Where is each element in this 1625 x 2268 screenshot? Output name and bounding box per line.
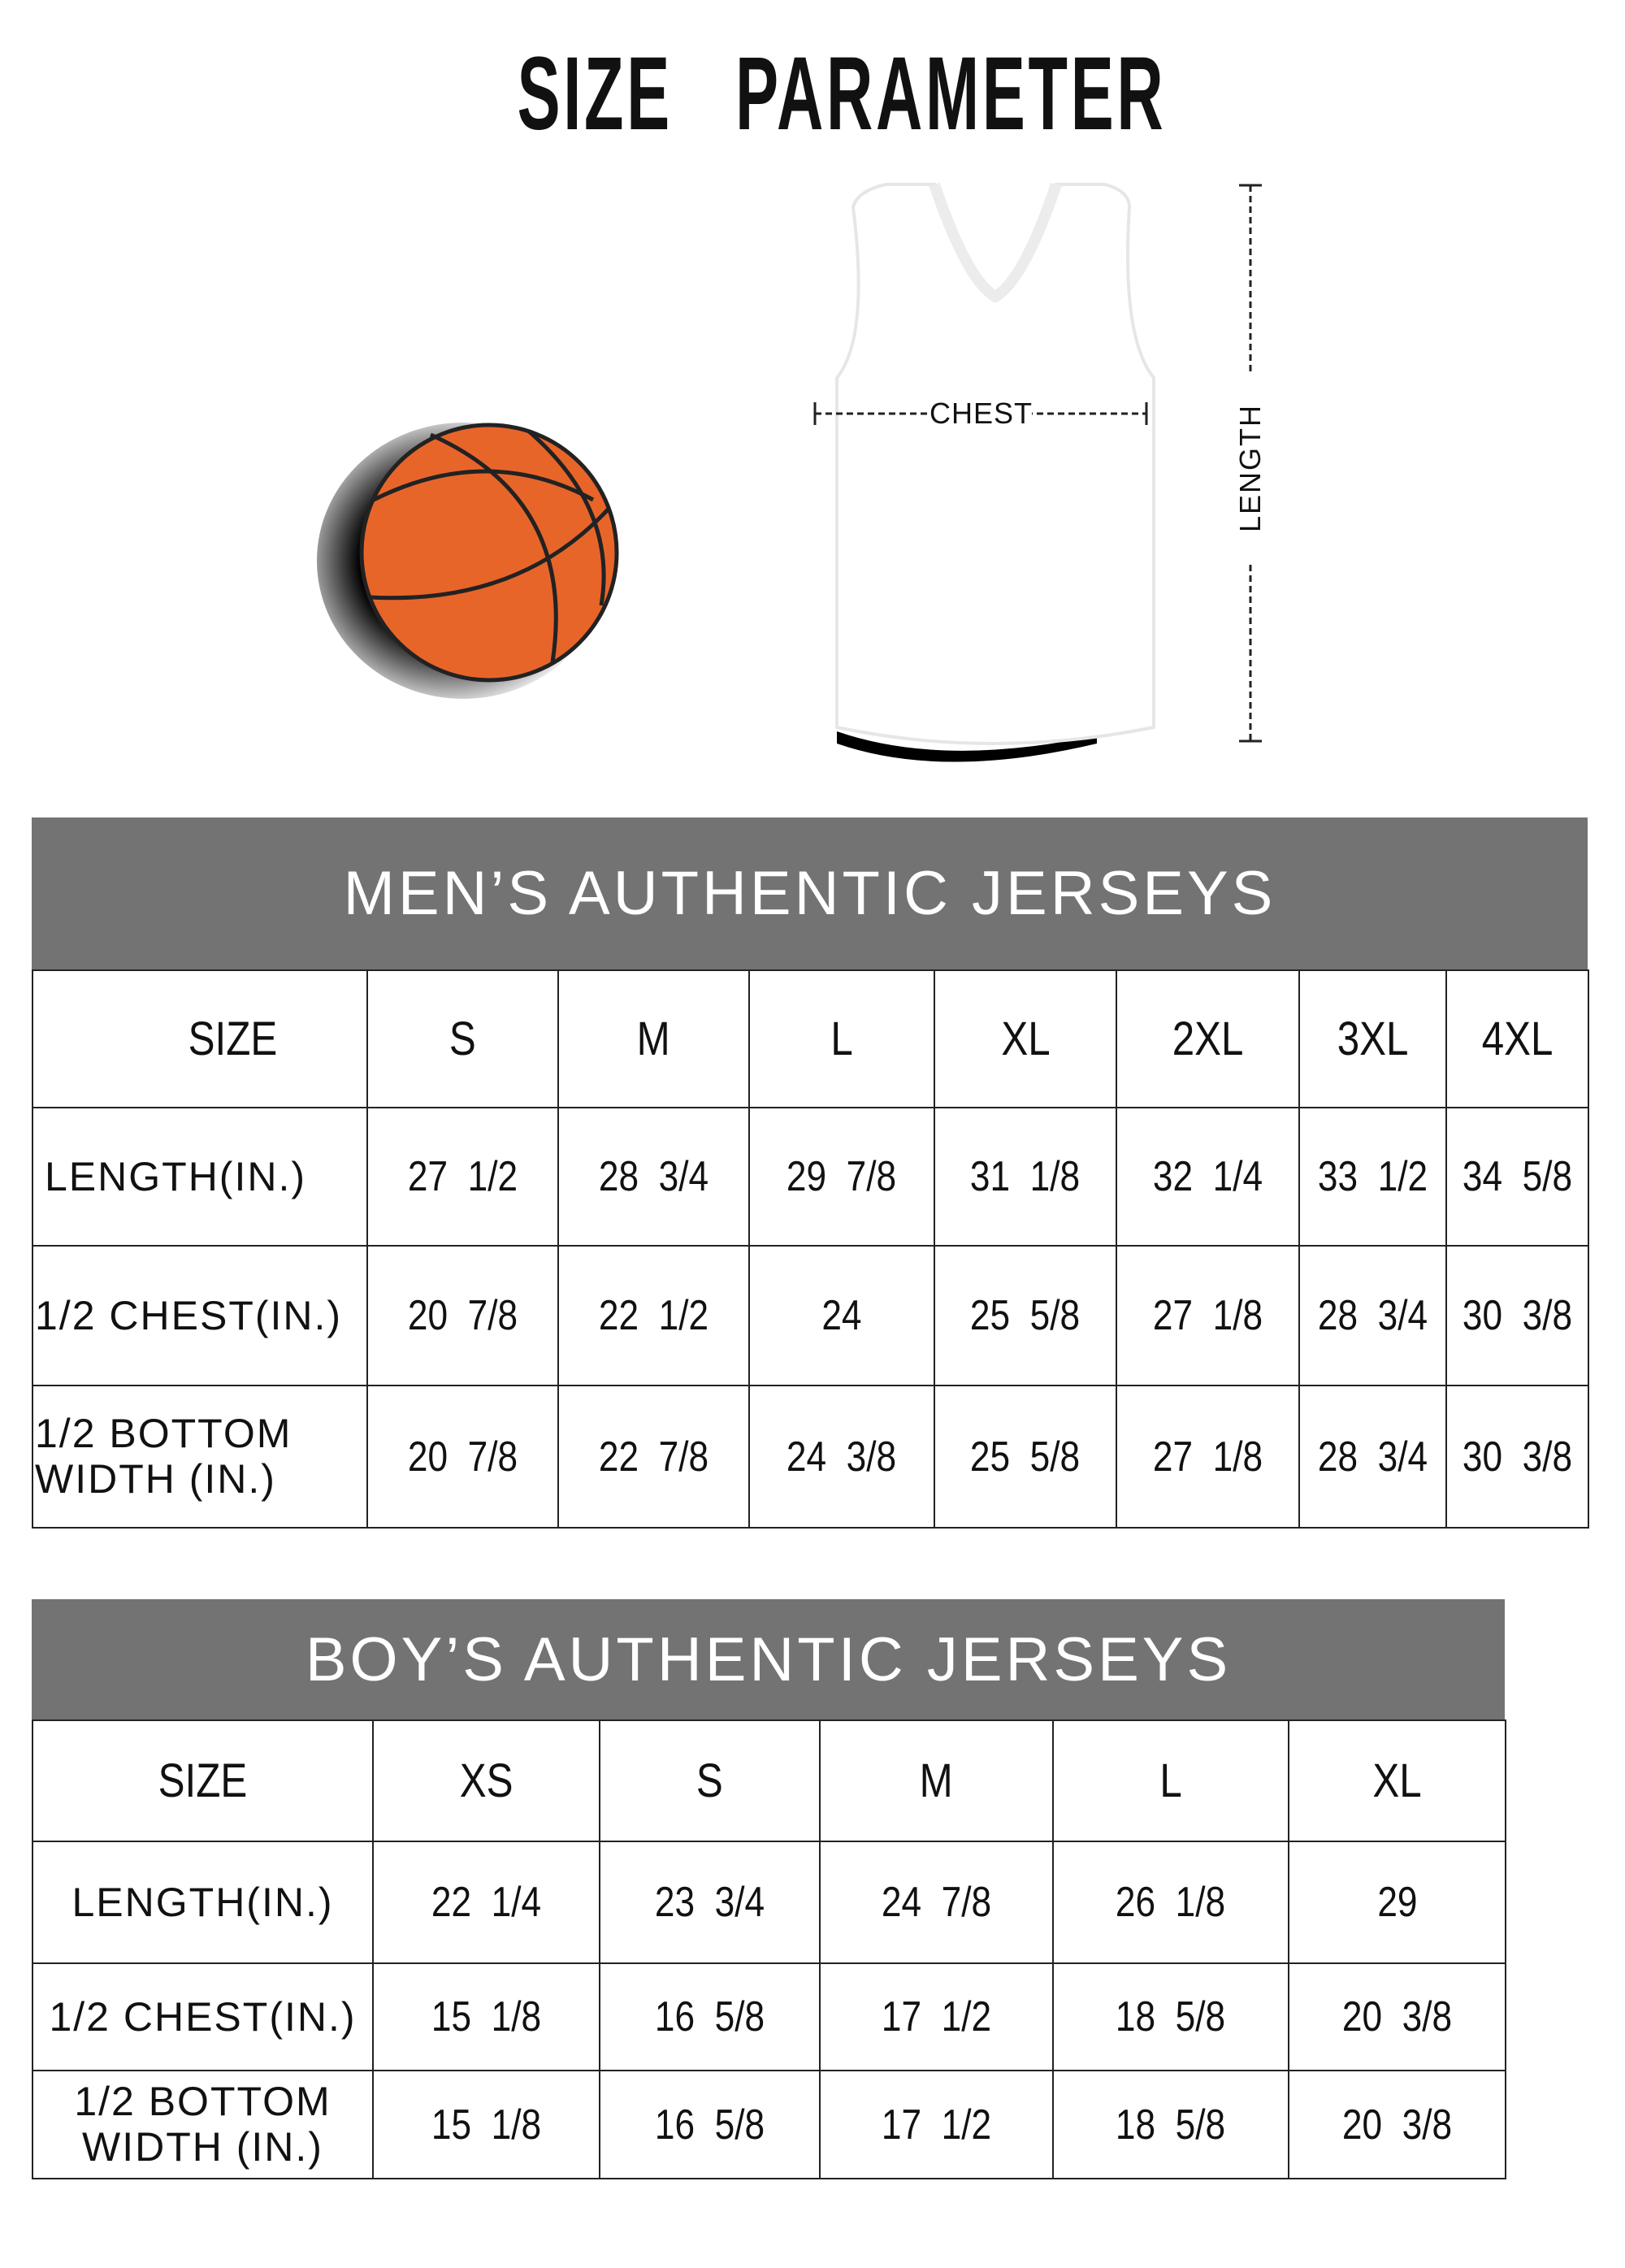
table-cell: 30 3/8 (1445, 1245, 1589, 1386)
table-row: LENGTH(IN.) 27 1/2 28 3/4 29 7/8 31 1/8 … (32, 1107, 1589, 1247)
basketball-icon (317, 423, 619, 699)
table-cell: 17 1/2 (819, 2070, 1054, 2179)
men-size-table: SIZE S M L XL 2XL 3XL 4XL LENGTH(IN.) 27… (32, 969, 1589, 1529)
table-cell: 20 7/8 (366, 1245, 559, 1386)
table-cell: 24 3/8 (748, 1385, 935, 1529)
table-cell: 22 7/8 (557, 1385, 750, 1529)
table-cell: 27 1/8 (1116, 1245, 1300, 1386)
table-cell: 15 1/8 (372, 2070, 600, 2179)
table-cell: 20 3/8 (1288, 1962, 1506, 2071)
size-column-header: 2XL (1116, 969, 1300, 1108)
table-cell: 34 5/8 (1445, 1107, 1589, 1247)
table-row: 1/2 BOTTOM WIDTH (IN.) 15 1/8 16 5/8 17 … (32, 2070, 1506, 2179)
row-label: 1/2 CHEST(IN.) (32, 1245, 368, 1386)
table-cell: 30 3/8 (1445, 1385, 1589, 1529)
row-label: LENGTH(IN.) (32, 1107, 368, 1247)
row-label: LENGTH(IN.) (32, 1841, 374, 1964)
size-header: SIZE (32, 1719, 374, 1842)
table-row: 1/2 CHEST(IN.) 20 7/8 22 1/2 24 25 5/8 2… (32, 1245, 1589, 1386)
size-column-header: XS (372, 1719, 600, 1842)
table-cell: 20 3/8 (1288, 2070, 1506, 2179)
boys-table-heading: BOY’S AUTHENTIC JERSEYS (32, 1599, 1505, 1719)
table-cell: 18 5/8 (1052, 1962, 1289, 2071)
table-cell: 16 5/8 (599, 1962, 821, 2071)
size-column-header: M (557, 969, 750, 1108)
table-cell: 33 1/2 (1298, 1107, 1447, 1247)
table-cell: 26 1/8 (1052, 1841, 1289, 1964)
jersey-diagram: CHEST LENGTH (780, 175, 1284, 768)
table-cell: 24 (748, 1245, 935, 1386)
table-cell: 22 1/4 (372, 1841, 600, 1964)
size-column-header: L (1052, 1719, 1289, 1842)
table-cell: 18 5/8 (1052, 2070, 1289, 2179)
table-row: LENGTH(IN.) 22 1/4 23 3/4 24 7/8 26 1/8 … (32, 1841, 1506, 1964)
size-column-header: XL (934, 969, 1117, 1108)
table-cell: 16 5/8 (599, 2070, 821, 2179)
men-table-heading: MEN’S AUTHENTIC JERSEYS (32, 817, 1588, 969)
table-cell: 27 1/8 (1116, 1385, 1300, 1529)
table-cell: 20 7/8 (366, 1385, 559, 1529)
boys-size-table: SIZE XS S M L XL LENGTH(IN.) 22 1/4 23 3… (32, 1719, 1506, 2179)
table-cell: 27 1/2 (366, 1107, 559, 1247)
table-cell: 24 7/8 (819, 1841, 1054, 1964)
table-cell: 32 1/4 (1116, 1107, 1300, 1247)
table-cell: 15 1/8 (372, 1962, 600, 2071)
size-header: SIZE (32, 969, 368, 1108)
row-label: 1/2 BOTTOM WIDTH (IN.) (32, 1385, 368, 1529)
table-cell: 29 (1288, 1841, 1506, 1964)
page-title: SIZE PARAMETER (517, 36, 1167, 152)
table-cell: 23 3/4 (599, 1841, 821, 1964)
size-column-header: M (819, 1719, 1054, 1842)
jersey-icon (813, 182, 1262, 762)
row-label: 1/2 CHEST(IN.) (32, 1962, 374, 2071)
table-header-row: SIZE S M L XL 2XL 3XL 4XL (32, 969, 1589, 1108)
size-column-header: XL (1288, 1719, 1506, 1842)
table-cell: 25 5/8 (934, 1245, 1117, 1386)
table-cell: 22 1/2 (557, 1245, 750, 1386)
table-row: 1/2 BOTTOM WIDTH (IN.) 20 7/8 22 7/8 24 … (32, 1385, 1589, 1529)
table-cell: 28 3/4 (1298, 1245, 1447, 1386)
size-column-header: 3XL (1298, 969, 1447, 1108)
table-cell: 17 1/2 (819, 1962, 1054, 2071)
table-header-row: SIZE XS S M L XL (32, 1719, 1506, 1842)
row-label: 1/2 BOTTOM WIDTH (IN.) (32, 2070, 374, 2179)
size-column-header: S (366, 969, 559, 1108)
table-cell: 29 7/8 (748, 1107, 935, 1247)
table-cell: 28 3/4 (557, 1107, 750, 1247)
table-cell: 25 5/8 (934, 1385, 1117, 1529)
table-cell: 28 3/4 (1298, 1385, 1447, 1529)
table-cell: 31 1/8 (934, 1107, 1117, 1247)
length-label: LENGTH (1233, 403, 1267, 533)
size-column-header: 4XL (1445, 969, 1589, 1108)
size-column-header: S (599, 1719, 821, 1842)
size-column-header: L (748, 969, 935, 1108)
chest-label: CHEST (929, 397, 1033, 430)
table-row: 1/2 CHEST(IN.) 15 1/8 16 5/8 17 1/2 18 5… (32, 1962, 1506, 2071)
